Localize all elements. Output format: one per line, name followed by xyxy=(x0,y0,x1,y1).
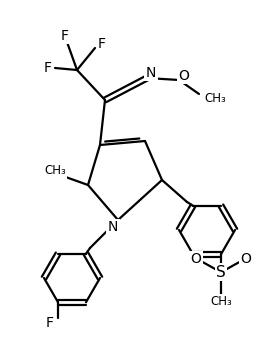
Text: O: O xyxy=(179,69,189,83)
Text: N: N xyxy=(108,220,118,234)
Text: O: O xyxy=(240,252,252,266)
Text: N: N xyxy=(146,66,156,80)
Text: CH₃: CH₃ xyxy=(210,295,232,308)
Text: F: F xyxy=(46,316,54,330)
Text: O: O xyxy=(191,252,201,266)
Text: F: F xyxy=(98,37,106,51)
Text: CH₃: CH₃ xyxy=(204,93,226,106)
Text: S: S xyxy=(216,265,226,280)
Text: CH₃: CH₃ xyxy=(44,165,66,177)
Text: F: F xyxy=(44,61,52,75)
Text: F: F xyxy=(61,29,69,43)
